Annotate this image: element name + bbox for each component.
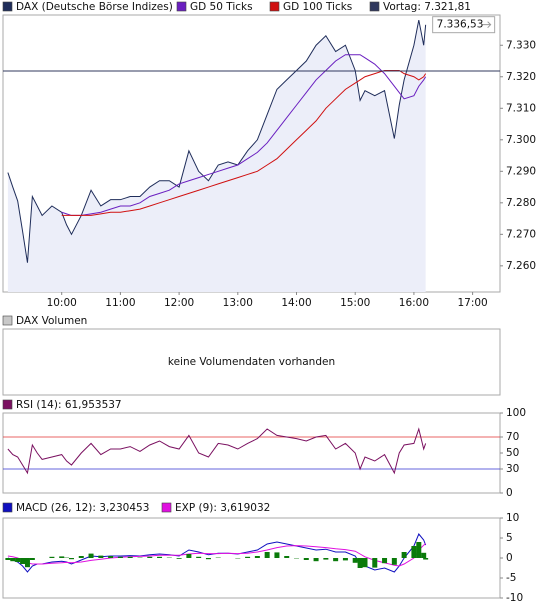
bar bbox=[284, 556, 290, 558]
x-tick-label: 16:00 bbox=[399, 297, 429, 309]
y-tick-label: 70 bbox=[506, 431, 519, 443]
y-tick-label: -5 bbox=[506, 572, 516, 584]
series-line bbox=[7, 543, 426, 567]
bar bbox=[117, 556, 123, 558]
series-line bbox=[61, 69, 427, 216]
bar bbox=[108, 556, 114, 558]
bar bbox=[416, 542, 422, 558]
legend-swatch bbox=[2, 399, 13, 410]
legend-label: GD 50 Ticks bbox=[190, 1, 253, 13]
legend-label: DAX (Deutsche Börse Indizes) bbox=[16, 1, 173, 13]
bar bbox=[29, 558, 35, 560]
legend-swatch bbox=[2, 315, 13, 326]
bar bbox=[68, 558, 74, 560]
legend-label: MACD (26, 12): 3,230453 bbox=[16, 502, 149, 514]
bar bbox=[372, 558, 378, 568]
bar bbox=[274, 552, 280, 558]
legend-swatch bbox=[161, 502, 172, 513]
legend-label: GD 100 Ticks bbox=[283, 1, 352, 13]
bar bbox=[176, 558, 182, 559]
last-price-label: 7.336,53 bbox=[437, 19, 484, 31]
bar bbox=[49, 556, 55, 558]
bar bbox=[342, 558, 348, 561]
x-tick-label: 14:00 bbox=[281, 297, 311, 309]
y-tick-label: 50 bbox=[506, 447, 519, 459]
bar bbox=[15, 558, 21, 562]
bar bbox=[147, 556, 153, 558]
y-tick-label: 7.330 bbox=[506, 39, 536, 51]
bar bbox=[245, 556, 251, 558]
last-price-arrow bbox=[482, 21, 492, 29]
bar bbox=[205, 558, 211, 560]
bar bbox=[362, 558, 368, 568]
last-price-box bbox=[432, 16, 496, 34]
y-tick-label: 30 bbox=[506, 463, 519, 475]
bar bbox=[303, 558, 309, 560]
panel-frame bbox=[2, 412, 501, 494]
bar bbox=[357, 558, 363, 568]
bar bbox=[127, 556, 133, 558]
legend-swatch bbox=[2, 1, 13, 12]
legend-label: EXP (9): 3,619032 bbox=[175, 502, 270, 514]
x-tick-label: 13:00 bbox=[223, 297, 253, 309]
bar bbox=[313, 558, 319, 562]
x-tick-label: 11:00 bbox=[105, 297, 135, 309]
bar bbox=[59, 556, 65, 558]
bar bbox=[78, 556, 84, 558]
bar bbox=[333, 558, 339, 562]
legend-label: Vortag: 7.321,81 bbox=[383, 1, 471, 13]
bar bbox=[254, 556, 260, 558]
bar bbox=[186, 554, 192, 558]
y-tick-label: 100 bbox=[506, 407, 526, 419]
y-tick-label: 7.270 bbox=[506, 228, 536, 240]
bar bbox=[5, 558, 11, 560]
x-tick-label: 17:00 bbox=[457, 297, 487, 309]
empty-message: keine Volumendaten vorhanden bbox=[168, 356, 335, 368]
series-line bbox=[7, 427, 427, 475]
panel-frame bbox=[2, 328, 501, 396]
bar bbox=[157, 556, 163, 558]
x-tick-label: 15:00 bbox=[340, 297, 370, 309]
y-tick-label: 0 bbox=[506, 487, 513, 499]
legend-swatch bbox=[2, 502, 13, 513]
y-tick-label: 10 bbox=[506, 512, 519, 524]
y-tick-label: 0 bbox=[506, 552, 513, 564]
bar bbox=[423, 558, 429, 560]
bar bbox=[323, 558, 329, 560]
bar bbox=[24, 558, 30, 568]
bar bbox=[88, 553, 94, 558]
y-tick-label: 7.320 bbox=[506, 71, 536, 83]
x-tick-label: 10:00 bbox=[47, 297, 77, 309]
x-tick-label: 12:00 bbox=[164, 297, 194, 309]
bar bbox=[196, 556, 202, 558]
bar bbox=[10, 558, 16, 562]
legend-swatch bbox=[176, 1, 187, 12]
legend-label: DAX Volumen bbox=[16, 315, 87, 327]
bar bbox=[421, 552, 427, 558]
legend-swatch bbox=[369, 1, 380, 12]
y-tick-label: 7.290 bbox=[506, 165, 536, 177]
y-tick-label: 7.300 bbox=[506, 134, 536, 146]
bar bbox=[98, 555, 104, 558]
bar bbox=[382, 558, 388, 564]
series-line bbox=[61, 54, 427, 216]
bar bbox=[264, 552, 270, 558]
y-tick-label: 5 bbox=[506, 532, 513, 544]
bar bbox=[352, 558, 358, 563]
bar bbox=[411, 546, 417, 558]
y-tick-label: 7.280 bbox=[506, 197, 536, 209]
area bbox=[7, 20, 426, 293]
y-tick-label: 7.260 bbox=[506, 260, 536, 272]
bar bbox=[20, 558, 26, 564]
legend-swatch bbox=[269, 1, 280, 12]
bar bbox=[401, 552, 407, 558]
y-tick-label: 7.310 bbox=[506, 102, 536, 114]
legend-label: RSI (14): 61,953537 bbox=[16, 399, 122, 411]
bar bbox=[391, 558, 397, 565]
y-tick-label: -10 bbox=[506, 592, 523, 604]
